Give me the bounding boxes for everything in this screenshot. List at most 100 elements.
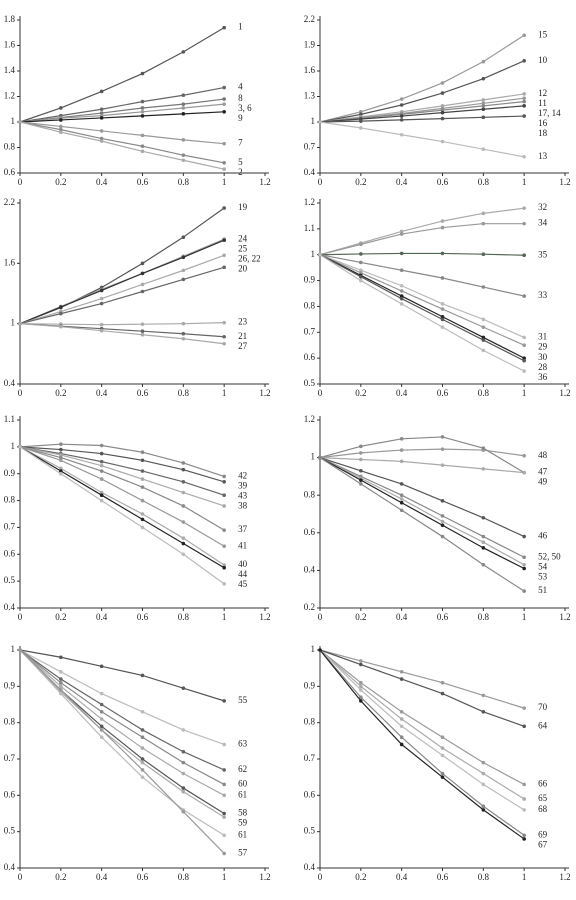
series-label: 52, 50 — [538, 551, 561, 561]
x-tick-label: 0.8 — [478, 177, 490, 187]
data-point — [99, 709, 104, 714]
data-point — [99, 139, 104, 143]
data-point — [222, 25, 226, 30]
y-tick-label: 0.4 — [4, 862, 16, 872]
data-point — [99, 735, 104, 739]
data-point — [481, 115, 486, 120]
y-tick-label: 1.2 — [304, 197, 315, 207]
data-point — [140, 477, 145, 481]
series-label: 21 — [238, 331, 247, 341]
data-point — [440, 735, 445, 739]
data-point — [222, 815, 226, 819]
y-tick-label: 1.1 — [4, 414, 15, 424]
series-label: 30 — [538, 352, 548, 362]
data-point — [522, 96, 526, 100]
data-point — [99, 498, 104, 503]
series-label: 15 — [538, 29, 548, 39]
data-point — [59, 453, 63, 457]
data-point — [522, 104, 526, 108]
data-point — [99, 493, 104, 498]
x-tick-label: 0.4 — [396, 612, 408, 622]
data-point — [222, 167, 226, 171]
data-point — [399, 296, 404, 301]
series-label: 12 — [538, 88, 547, 98]
series-label: 70 — [538, 702, 548, 712]
data-point — [59, 130, 63, 134]
data-point — [522, 453, 526, 458]
data-point — [181, 541, 186, 546]
series-label: 41 — [238, 540, 247, 550]
series-label: 61 — [238, 789, 247, 799]
series-label: 35 — [538, 249, 548, 259]
data-point — [181, 321, 186, 326]
series-line — [319, 457, 525, 538]
series-line — [319, 105, 525, 123]
data-point — [359, 457, 363, 462]
series-line — [19, 27, 225, 123]
data-point — [440, 325, 445, 329]
series-label: 37 — [238, 524, 248, 534]
data-point — [222, 341, 226, 346]
x-tick-label: 1.2 — [559, 388, 570, 398]
x-tick-label: 1.2 — [259, 177, 270, 187]
data-point — [181, 277, 186, 282]
data-point — [440, 219, 445, 223]
series-label: 69 — [538, 829, 548, 839]
series-label: 20 — [238, 263, 248, 273]
data-point — [99, 469, 104, 473]
series-label: 10 — [538, 55, 548, 65]
series-line — [319, 254, 525, 372]
series-label: 54 — [538, 561, 548, 571]
y-tick-label: 0.9 — [304, 680, 316, 690]
data-point — [481, 335, 486, 340]
series-label: 32 — [538, 202, 547, 212]
data-point — [140, 757, 145, 761]
y-tick-label: 1.2 — [4, 91, 15, 101]
y-tick-label: 1 — [11, 644, 16, 654]
data-point — [59, 106, 63, 110]
data-point — [99, 296, 104, 301]
data-point — [181, 809, 186, 814]
x-tick-label: 0.4 — [396, 872, 408, 882]
data-point — [522, 206, 526, 210]
y-tick-label: 0.4 — [4, 602, 16, 612]
series-line — [19, 446, 225, 585]
x-tick-label: 0.6 — [137, 388, 149, 398]
data-point — [140, 775, 145, 779]
data-point — [359, 271, 363, 275]
series-line — [319, 649, 525, 727]
y-tick-label: 2.2 — [4, 197, 15, 207]
x-tick-label: 0.8 — [178, 612, 190, 622]
data-point — [359, 659, 363, 663]
y-tick-label: 1 — [311, 249, 316, 259]
series-label: 8 — [238, 93, 243, 103]
data-point — [359, 688, 363, 692]
x-tick-label: 1.2 — [559, 872, 570, 882]
data-point — [222, 334, 226, 339]
x-tick-label: 0.8 — [478, 612, 490, 622]
series-label: 25 — [238, 243, 248, 253]
data-point — [181, 268, 186, 273]
y-tick-label: 0.6 — [4, 167, 16, 177]
data-point — [99, 136, 104, 141]
data-point — [481, 782, 486, 787]
series-label: 3, 6 — [238, 103, 252, 113]
data-point — [181, 552, 186, 557]
data-point — [99, 129, 104, 133]
data-point — [481, 285, 486, 289]
series-label: 28 — [538, 362, 548, 372]
data-point — [140, 498, 145, 503]
data-point — [99, 664, 104, 669]
y-tick-label: 0.4 — [304, 564, 316, 574]
data-point — [399, 132, 404, 137]
data-point — [440, 753, 445, 758]
y-tick-label: 2.2 — [304, 14, 315, 24]
series-label: 59 — [238, 818, 248, 828]
x-tick-label: 1 — [522, 612, 527, 622]
data-point — [399, 294, 404, 298]
data-point — [222, 265, 226, 270]
data-point — [440, 523, 445, 528]
data-point — [440, 314, 445, 319]
data-point — [399, 437, 404, 441]
data-point — [222, 238, 226, 243]
